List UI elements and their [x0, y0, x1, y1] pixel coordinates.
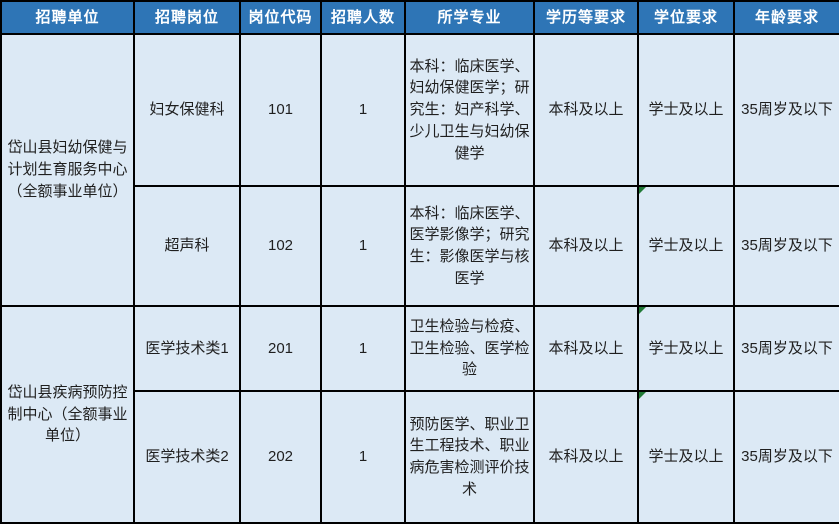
header-count: 招聘人数: [320, 0, 406, 35]
degree-cell: 学士及以上: [637, 33, 735, 187]
degree-cell: 学士及以上: [637, 390, 735, 524]
table-row: 岱山县妇幼保健与计划生育服务中心（全额事业单位） 妇女保健科 101 1 本科：…: [0, 33, 839, 307]
code-cell: 201: [239, 305, 322, 392]
table-row: 超声科 102 1 本科：临床医学、医学影像学；研究生：影像医学与核医学 本科及…: [1, 185, 839, 307]
count-cell: 1: [320, 305, 406, 392]
count-cell: 1: [320, 390, 406, 524]
header-unit: 招聘单位: [0, 0, 135, 35]
table-row: 岱山县疾病预防控制中心（全额事业单位） 医学技术类1 201 1 卫生检验与检疫…: [0, 305, 839, 524]
education-cell: 本科及以上: [533, 390, 639, 524]
header-code: 岗位代码: [239, 0, 322, 35]
major-cell: 预防医学、职业卫生工程技术、职业病危害检测评价技术: [404, 390, 535, 524]
degree-cell: 学士及以上: [637, 185, 735, 307]
header-education: 学历等要求: [533, 0, 639, 35]
major-cell: 卫生检验与检疫、卫生检验、医学检验: [404, 305, 535, 392]
unit-name-cell: 岱山县疾病预防控制中心（全额事业单位）: [0, 305, 135, 524]
degree-value: 学士及以上: [648, 448, 724, 466]
education-cell: 本科及以上: [533, 305, 639, 392]
cell-error-indicator-icon: [640, 188, 646, 194]
age-cell: 35周岁及以下: [733, 390, 839, 524]
unit-name-cell: 岱山县妇幼保健与计划生育服务中心（全额事业单位）: [0, 33, 135, 307]
position-cell: 医学技术类2: [133, 390, 241, 524]
cell-error-indicator-icon: [640, 393, 646, 399]
position-cell: 妇女保健科: [133, 33, 241, 187]
code-cell: 202: [239, 390, 322, 524]
age-cell: 35周岁及以下: [733, 33, 839, 187]
age-cell: 35周岁及以下: [733, 305, 839, 392]
education-cell: 本科及以上: [533, 185, 639, 307]
position-cell: 医学技术类1: [133, 305, 241, 392]
header-position: 招聘岗位: [133, 0, 241, 35]
degree-value: 学士及以上: [648, 237, 724, 255]
degree-value: 学士及以上: [648, 101, 724, 119]
position-cell: 超声科: [133, 185, 241, 307]
count-cell: 1: [320, 185, 406, 307]
count-cell: 1: [320, 33, 406, 187]
cell-error-indicator-icon: [640, 308, 646, 314]
major-cell: 本科：临床医学、医学影像学；研究生：影像医学与核医学: [404, 185, 535, 307]
major-cell: 本科：临床医学、妇幼保健医学；研究生：妇产科学、少儿卫生与妇幼保健学: [404, 33, 535, 187]
degree-value: 学士及以上: [648, 339, 724, 357]
code-cell: 102: [239, 185, 322, 307]
age-cell: 35周岁及以下: [733, 185, 839, 307]
education-cell: 本科及以上: [533, 33, 639, 187]
header-age: 年龄要求: [733, 0, 839, 35]
table-row: 医学技术类2 202 1 预防医学、职业卫生工程技术、职业病危害检测评价技术 本…: [1, 390, 839, 524]
code-cell: 101: [239, 33, 322, 187]
degree-cell: 学士及以上: [637, 305, 735, 392]
header-row: 招聘单位 招聘岗位 岗位代码 招聘人数 所学专业 学历等要求 学位要求 年龄要求: [0, 0, 839, 35]
header-degree: 学位要求: [637, 0, 735, 35]
header-major: 所学专业: [404, 0, 535, 35]
